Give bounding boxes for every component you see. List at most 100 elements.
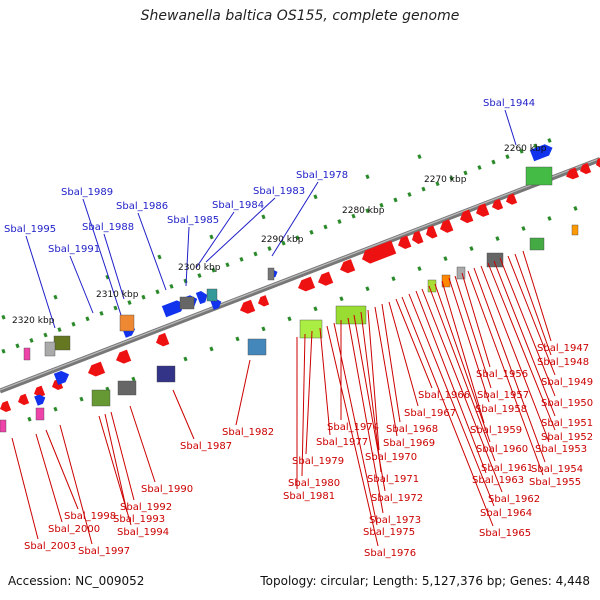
feature-block: [247, 338, 267, 356]
reverse-gene-arrow: [596, 157, 600, 169]
reverse-gene-arrow: [412, 230, 424, 244]
feature-block: [486, 252, 504, 268]
reverse-leader-line: [110, 411, 135, 501]
reverse-gene-label: Sbal_1972: [371, 493, 423, 504]
reverse-leader-line: [522, 250, 552, 342]
forward-gene-label: Sbal_1988: [82, 222, 134, 233]
tick-lower: [573, 206, 578, 211]
reverse-gene-label: Sbal_1975: [363, 527, 415, 538]
tick-outer: [253, 251, 258, 257]
tick-outer: [99, 310, 104, 316]
forward-leader-line: [69, 255, 94, 314]
label-group: 2260 kbp 2270 kbp 2280 kbp 2290 kbp 2300 kbp…: [4, 98, 593, 559]
tick-outer: [463, 170, 468, 176]
reverse-gene-label: Sbal_1955: [529, 477, 581, 488]
reverse-leader-line: [367, 309, 380, 451]
reverse-leader-line: [461, 272, 491, 368]
reverse-gene-label: Sbal_1971: [367, 474, 419, 485]
reverse-gene-label: Sbal_1954: [531, 464, 583, 475]
reverse-leader-line: [480, 265, 550, 443]
scale-label: 2290 kbp: [261, 235, 304, 245]
reverse-gene-label: Sbal_1949: [541, 377, 593, 388]
tick-outer: [323, 224, 328, 230]
tick-outer: [155, 289, 160, 295]
reverse-leader-line: [381, 303, 401, 423]
reverse-leader-line: [326, 325, 379, 547]
reverse-gene-label: Sbal_1980: [288, 478, 340, 489]
tick-outer: [505, 154, 510, 160]
tick-lower: [313, 306, 318, 312]
reverse-leader-line: [454, 275, 492, 389]
reverse-gene-label: Sbal_1957: [477, 390, 529, 401]
reverse-gene-arrow: [398, 235, 412, 250]
tick-outer: [1, 348, 6, 354]
tick-outer: [141, 294, 146, 300]
reverse-gene-arrow: [566, 167, 579, 180]
scale-label: 2260 kbp: [504, 144, 547, 154]
tick-lower: [547, 216, 552, 221]
forward-gene-arrow: [161, 300, 185, 318]
reverse-gene-arrow: [506, 193, 518, 205]
feature-group: [0, 144, 600, 433]
reverse-gene-label: Sbal_1952: [541, 432, 593, 443]
tick-outer: [533, 143, 538, 149]
reverse-gene-label: Sbal_1963: [472, 475, 524, 486]
tick-lower: [417, 266, 422, 272]
tick-lower: [287, 316, 292, 322]
tick-outer: [421, 186, 426, 192]
feature-block: [91, 389, 111, 407]
tick-outer: [309, 229, 314, 235]
reverse-leader-line: [473, 267, 546, 463]
reverse-leader-line: [129, 405, 156, 483]
reverse-leader-line: [45, 429, 79, 510]
reverse-leader-line: [448, 277, 490, 403]
reverse-gene-label: Sbal_1948: [537, 357, 589, 368]
reverse-leader-line: [104, 413, 128, 513]
feature-block: [299, 319, 323, 339]
feature-block: [267, 267, 275, 281]
tick-outer: [407, 192, 412, 197]
scale-label: 2280 kbp: [342, 206, 385, 216]
scale-label: 2310 kbp: [96, 290, 139, 300]
forward-gene-label: Sbal_1944: [483, 98, 535, 109]
accession-text: Accession: NC_009052: [8, 574, 145, 588]
feature-block: [335, 305, 367, 325]
tick-lower: [79, 396, 84, 402]
reverse-gene-label: Sbal_1967: [404, 408, 456, 419]
forward-leader-line: [137, 212, 167, 291]
tick-outer: [211, 267, 216, 273]
forward-leader-line: [271, 181, 319, 257]
reverse-leader-line: [493, 260, 556, 417]
reverse-gene-label: Sbal_1990: [141, 484, 193, 495]
reverse-leader-line: [408, 293, 495, 507]
tick-lower: [209, 346, 214, 352]
reverse-gene-label: Sbal_1987: [180, 441, 232, 452]
tick-outer: [85, 316, 90, 322]
reverse-leader-line: [395, 298, 433, 389]
reverse-leader-line: [467, 270, 544, 476]
reverse-gene-arrow: [0, 400, 12, 413]
tick-outer: [57, 327, 62, 333]
reverse-leader-line: [59, 424, 93, 545]
reverse-leader-line: [401, 296, 494, 527]
feature-block: [23, 347, 31, 361]
reverse-leader-line: [98, 415, 132, 526]
backbone-line: [0, 157, 600, 394]
tick-outer: [15, 343, 20, 349]
reverse-gene-label: Sbal_1964: [480, 508, 532, 519]
reverse-gene-label: Sbal_1959: [470, 425, 522, 436]
reverse-leader-line: [507, 255, 556, 376]
forward-gene-label: Sbal_1991: [48, 244, 100, 255]
feature-block: [571, 224, 579, 236]
tick-upper: [157, 254, 162, 260]
forward-leader-line: [504, 109, 517, 146]
reverse-leader-line: [347, 317, 384, 514]
reverse-gene-label: Sbal_1962: [488, 494, 540, 505]
reverse-leader-line: [301, 333, 306, 477]
reverse-gene-label: Sbal_1976: [364, 548, 416, 559]
tick-outer: [29, 338, 34, 343]
forward-gene-label: Sbal_1978: [296, 170, 348, 181]
reverse-gene-label: Sbal_1966: [418, 390, 470, 401]
